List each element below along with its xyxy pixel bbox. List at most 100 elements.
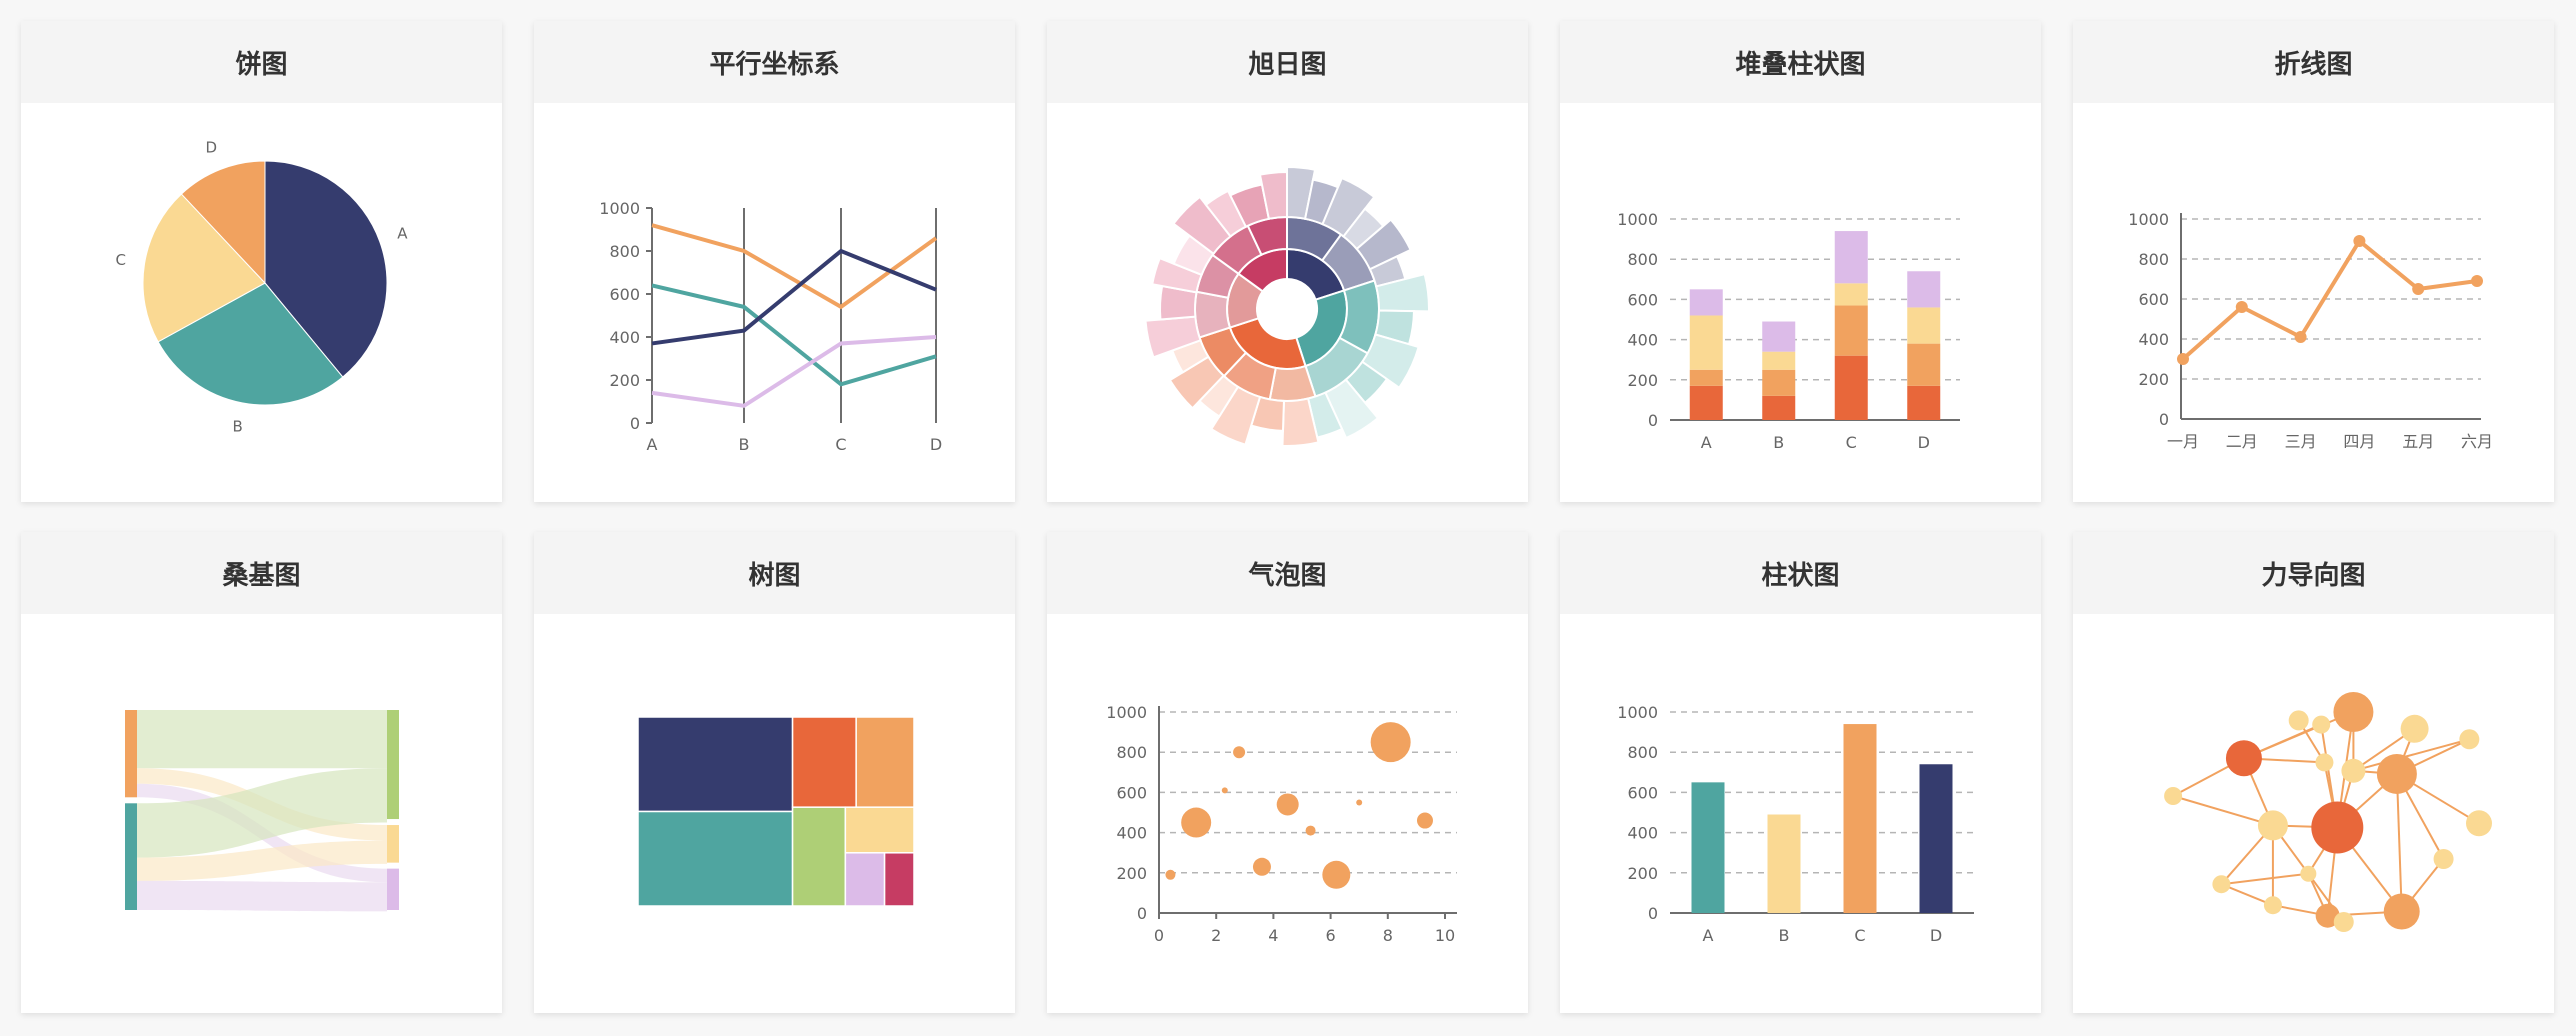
x-tick-label: 8 bbox=[1383, 926, 1393, 945]
line-chart-svg: 0 200 400 600 800 1000 一月 二月 三月 四月 五月 六月 bbox=[2128, 210, 2493, 451]
graph-node-6 bbox=[2257, 810, 2288, 841]
sankey-source-node-1 bbox=[125, 710, 137, 798]
card-title-treemap: 树图 bbox=[748, 560, 801, 591]
bubble bbox=[1356, 799, 1363, 806]
card-title-pie: 饼图 bbox=[235, 49, 288, 80]
bar-a bbox=[1691, 782, 1725, 913]
card-sunburst[interactable]: 旭日图 bbox=[1047, 21, 1528, 502]
treemap-cell-2 bbox=[637, 810, 794, 907]
card-sankey[interactable]: 桑基图 bbox=[21, 532, 502, 1013]
card-header: 旭日图 bbox=[1047, 21, 1528, 103]
graph-node-11 bbox=[2459, 729, 2480, 750]
sankey-target-node-1 bbox=[387, 710, 399, 820]
y-tick-label: 200 bbox=[2138, 370, 2169, 389]
bar-d bbox=[1919, 764, 1953, 913]
bubble-chart-svg: 0 200 400 600 800 1000 0 2 4 6 8 10 bbox=[1106, 703, 1457, 945]
x-tick-label: 6 bbox=[1326, 926, 1336, 945]
line-point bbox=[2235, 301, 2248, 313]
x-tick-label: 四月 bbox=[2343, 432, 2375, 451]
treemap-cell-1 bbox=[637, 716, 794, 813]
card-title-bar: 柱状图 bbox=[1761, 560, 1840, 591]
parallel-series-line-3 bbox=[651, 248, 937, 346]
bubble bbox=[1416, 812, 1433, 829]
sankey-target-node-2 bbox=[387, 825, 399, 863]
card-header: 气泡图 bbox=[1047, 532, 1528, 614]
pie-slice-c bbox=[142, 193, 266, 343]
graph-node-5 bbox=[2225, 740, 2262, 777]
sankey-chart bbox=[21, 614, 502, 1013]
card-bar[interactable]: 柱状图 0 200 400 600 800 1000 A B C D bbox=[1560, 532, 2041, 1013]
graph-node-16 bbox=[2263, 896, 2282, 915]
treemap-cell-6 bbox=[844, 806, 915, 854]
x-tick-label-d: D bbox=[1930, 926, 1942, 945]
bar-chart: 0 200 400 600 800 1000 A B C D bbox=[1560, 614, 2041, 1013]
line-series bbox=[2181, 238, 2478, 361]
card-treemap[interactable]: 树图 bbox=[534, 532, 1015, 1013]
sankey-link-5 bbox=[137, 840, 387, 881]
y-tick-label: 0 bbox=[1137, 904, 1147, 923]
force-graph-chart-svg bbox=[2164, 692, 2492, 932]
card-title-force-graph: 力导向图 bbox=[2261, 560, 2366, 591]
stacked-bar-segment-b bbox=[1762, 369, 1796, 396]
y-tick-label: 400 bbox=[609, 328, 640, 347]
card-header: 树图 bbox=[534, 532, 1015, 614]
bubble bbox=[1276, 793, 1299, 816]
card-title-bubble: 气泡图 bbox=[1248, 560, 1327, 591]
pie-chart-svg: A B C D bbox=[116, 138, 409, 435]
stacked-bar-chart: 0 200 400 600 800 1000 A B C D bbox=[1560, 103, 2041, 502]
card-header: 折线图 bbox=[2073, 21, 2554, 103]
bubble bbox=[1305, 825, 1316, 836]
stacked-bar-segment-c bbox=[1834, 283, 1868, 306]
graph-node-20 bbox=[2333, 912, 2354, 932]
y-tick-label: 800 bbox=[1116, 743, 1147, 762]
y-tick-label: 1000 bbox=[2128, 210, 2169, 229]
card-force-graph[interactable]: 力导向图 bbox=[2073, 532, 2554, 1013]
graph-edge bbox=[2221, 872, 2309, 886]
bubble bbox=[1370, 722, 1411, 763]
graph-edge bbox=[2395, 773, 2403, 912]
y-tick-label: 1000 bbox=[1106, 703, 1147, 722]
parallel-series-line-2 bbox=[651, 283, 937, 387]
x-tick-label-a: A bbox=[1701, 433, 1712, 452]
force-graph-chart bbox=[2073, 614, 2554, 1013]
x-tick-label: 六月 bbox=[2461, 432, 2493, 451]
graph-node-14 bbox=[2315, 753, 2334, 772]
card-title-stacked-bar: 堆叠柱状图 bbox=[1735, 49, 1866, 80]
graph-node-3 bbox=[2341, 758, 2366, 783]
stacked-bar-segment-c bbox=[1834, 305, 1868, 356]
card-pie[interactable]: 饼图 A B C D bbox=[21, 21, 502, 502]
pie-slice-b bbox=[157, 282, 344, 406]
sankey-link-1 bbox=[137, 710, 387, 769]
stacked-bar-segment-b bbox=[1762, 351, 1796, 370]
bubble bbox=[1233, 746, 1246, 759]
treemap-cell-7 bbox=[844, 852, 886, 907]
x-tick-label: 二月 bbox=[2226, 432, 2258, 451]
y-tick-label: 600 bbox=[1116, 783, 1147, 802]
card-parallel[interactable]: 平行坐标系 A B C D 0 200 400 600 800 1000 bbox=[534, 21, 1015, 502]
bar-b bbox=[1767, 814, 1801, 913]
graph-node-7 bbox=[2164, 787, 2183, 805]
x-tick-label-d: D bbox=[1918, 433, 1930, 452]
bubble bbox=[1221, 787, 1228, 794]
card-line[interactable]: 折线图 0 200 400 600 800 1000 一月 二月 三月 四月 五月 六月 bbox=[2073, 21, 2554, 502]
graph-node-19 bbox=[2383, 893, 2420, 930]
parallel-axis-label-d: D bbox=[930, 435, 942, 454]
y-tick-label: 800 bbox=[1627, 743, 1658, 762]
y-tick-label: 0 bbox=[1648, 904, 1658, 923]
treemap-cell-8 bbox=[883, 852, 915, 907]
sankey-link-6 bbox=[137, 880, 387, 912]
stacked-bar-segment-b bbox=[1762, 395, 1796, 420]
sankey-link-4 bbox=[137, 768, 387, 858]
y-tick-label: 600 bbox=[1627, 290, 1658, 309]
x-tick-label-b: B bbox=[1779, 926, 1790, 945]
card-header: 饼图 bbox=[21, 21, 502, 103]
graph-node-13 bbox=[2433, 849, 2454, 869]
card-stacked-bar[interactable]: 堆叠柱状图 0 200 400 600 800 1000 A B C D bbox=[1560, 21, 2041, 502]
pie-label-b: B bbox=[232, 417, 242, 435]
card-bubble[interactable]: 气泡图 0 200 400 600 800 1000 0 2 4 6 8 10 bbox=[1047, 532, 1528, 1013]
line-point bbox=[2177, 353, 2189, 365]
stacked-bar-segment-d bbox=[1907, 385, 1941, 420]
stacked-bar-segment-d bbox=[1907, 307, 1941, 344]
sankey-chart-svg bbox=[125, 710, 399, 912]
